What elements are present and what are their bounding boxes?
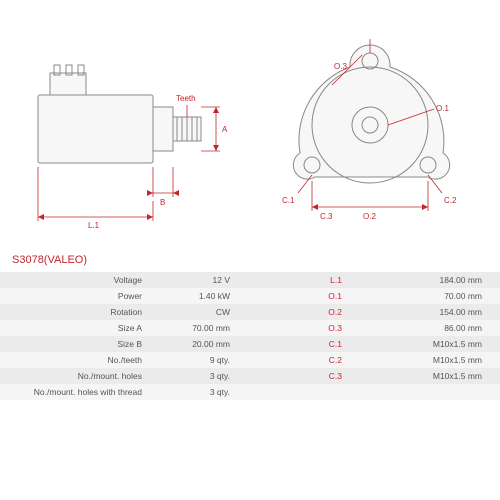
spec-row: Power1.40 kWO.170.00 mm xyxy=(0,288,500,304)
spec-value2: 154.00 mm xyxy=(350,304,500,320)
spec-row: RotationCWO.2154.00 mm xyxy=(0,304,500,320)
dim-c1: C.1 xyxy=(282,196,295,205)
dim-o2: O.2 xyxy=(363,212,376,221)
part-title: S3078(VALEO) xyxy=(0,250,500,272)
spec-value: 20.00 mm xyxy=(150,336,250,352)
front-view-diagram: O.3 O.1 C.1 C.2 C.3 O.2 xyxy=(250,20,490,240)
spec-label2: C.2 xyxy=(250,352,350,368)
side-view-diagram: Teeth A B L.1 xyxy=(10,20,250,240)
spec-value: 12 V xyxy=(150,272,250,288)
teeth-label: Teeth xyxy=(176,94,196,103)
spec-row: Voltage12 VL.1184.00 mm xyxy=(0,272,500,288)
spec-label: Power xyxy=(0,288,150,304)
spec-value2: 86.00 mm xyxy=(350,320,500,336)
spec-label: Voltage xyxy=(0,272,150,288)
spec-label: No./mount. holes xyxy=(0,368,150,384)
spec-label2: O.3 xyxy=(250,320,350,336)
spec-table: Voltage12 VL.1184.00 mmPower1.40 kWO.170… xyxy=(0,272,500,400)
spec-label2: C.1 xyxy=(250,336,350,352)
spec-label2: C.3 xyxy=(250,368,350,384)
dim-o3: O.3 xyxy=(334,62,347,71)
diagram-area: Teeth A B L.1 xyxy=(0,0,500,250)
spec-label: Size A xyxy=(0,320,150,336)
spec-value: 3 qty. xyxy=(150,384,250,400)
spec-value2 xyxy=(350,384,500,400)
spec-value: 9 qty. xyxy=(150,352,250,368)
spec-label2: O.1 xyxy=(250,288,350,304)
spec-row: No./mount. holes3 qty.C.3M10x1.5 mm xyxy=(0,368,500,384)
spec-label: Size B xyxy=(0,336,150,352)
spec-value: 3 qty. xyxy=(150,368,250,384)
spec-label: Rotation xyxy=(0,304,150,320)
spec-value2: 184.00 mm xyxy=(350,272,500,288)
dim-c2: C.2 xyxy=(444,196,457,205)
spec-value2: 70.00 mm xyxy=(350,288,500,304)
spec-value2: M10x1.5 mm xyxy=(350,336,500,352)
spec-value: 70.00 mm xyxy=(150,320,250,336)
spec-value: 1.40 kW xyxy=(150,288,250,304)
dim-c3: C.3 xyxy=(320,212,333,221)
dim-l1: L.1 xyxy=(88,221,100,230)
spec-row: Size A70.00 mmO.386.00 mm xyxy=(0,320,500,336)
dim-o1: O.1 xyxy=(436,104,449,113)
spec-label2 xyxy=(250,384,350,400)
spec-value: CW xyxy=(150,304,250,320)
spec-value2: M10x1.5 mm xyxy=(350,352,500,368)
dim-a: A xyxy=(222,125,228,134)
dim-b: B xyxy=(160,198,165,207)
spec-value2: M10x1.5 mm xyxy=(350,368,500,384)
spec-label2: L.1 xyxy=(250,272,350,288)
spec-row: No./teeth9 qty.C.2M10x1.5 mm xyxy=(0,352,500,368)
spec-row: Size B20.00 mmC.1M10x1.5 mm xyxy=(0,336,500,352)
spec-label: No./mount. holes with thread xyxy=(0,384,150,400)
spec-row: No./mount. holes with thread3 qty. xyxy=(0,384,500,400)
spec-label2: O.2 xyxy=(250,304,350,320)
spec-label: No./teeth xyxy=(0,352,150,368)
